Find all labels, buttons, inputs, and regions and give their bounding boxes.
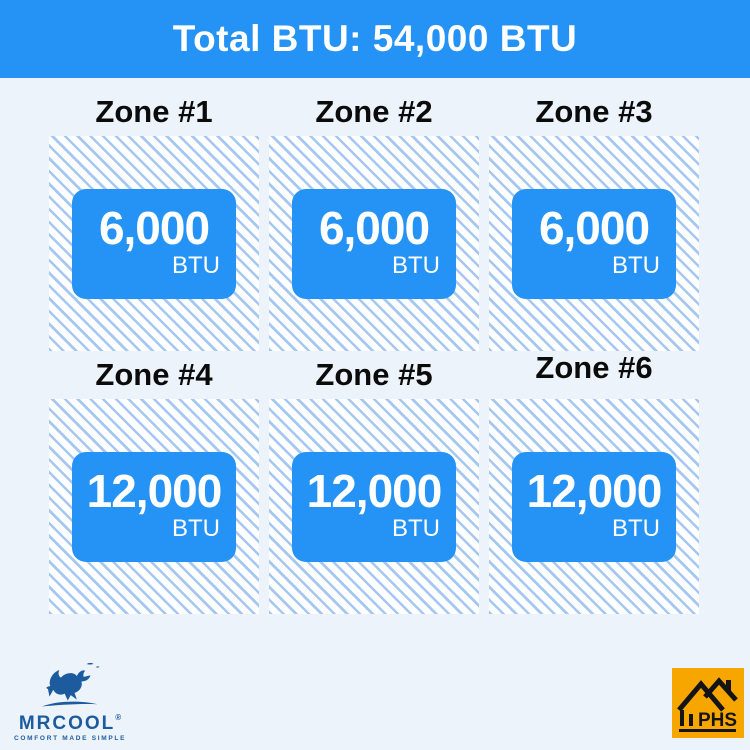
zone-title: Zone #1 [95, 94, 213, 129]
zone-hatch-area: 6,000 BTU [489, 136, 699, 351]
btu-card: 6,000 BTU [512, 188, 676, 299]
zone-hatch-area: 6,000 BTU [269, 136, 479, 351]
btu-value: 6,000 [98, 201, 210, 254]
total-btu-title: Total BTU: 54,000 BTU [172, 18, 578, 59]
registered-trademark: ® [115, 713, 122, 722]
btu-value: 12,000 [306, 464, 443, 517]
btu-card: 12,000 BTU [72, 451, 236, 562]
btu-card: 12,000 BTU [512, 451, 676, 562]
mrcool-wordmark-text: MRCOOL [18, 713, 116, 734]
mrcool-wordmark: MRCOOL® [14, 713, 126, 734]
zone-title: Zone #6 [535, 350, 653, 385]
zone-title: Zone #4 [95, 357, 213, 392]
zone-title: Zone #5 [315, 357, 433, 392]
zone-hatch-area: 12,000 BTU [489, 399, 699, 614]
btu-unit-label: BTU [392, 251, 440, 279]
zone-section-6: Zone #6 12,000 BTU [489, 350, 699, 614]
btu-card: 12,000 BTU [292, 451, 456, 562]
house-roof-icon: PHS [672, 668, 744, 742]
zones-grid: Zone #1 6,000 BTU Zone #2 6,000 BTU Zone… [49, 88, 699, 614]
btu-unit-label: BTU [392, 514, 440, 542]
zone-section-3: Zone #3 6,000 BTU [489, 88, 699, 351]
zone-section-1: Zone #1 6,000 BTU [49, 88, 259, 351]
btu-card: 6,000 BTU [72, 188, 236, 299]
btu-unit-label: BTU [612, 514, 660, 542]
zone-section-2: Zone #2 6,000 BTU [269, 88, 479, 351]
btu-value: 12,000 [526, 464, 663, 517]
phs-label: PHS [698, 710, 737, 731]
zone-title: Zone #3 [535, 94, 653, 129]
btu-value: 12,000 [86, 464, 223, 517]
btu-unit-label: BTU [612, 251, 660, 279]
zone-section-4: Zone #4 12,000 BTU [49, 351, 259, 614]
mrcool-logo: MRCOOL® COMFORT MADE SIMPLE [14, 658, 126, 742]
zone-section-5: Zone #5 12,000 BTU [269, 351, 479, 614]
zone-hatch-area: 12,000 BTU [49, 399, 259, 614]
btu-unit-label: BTU [172, 514, 220, 542]
zone-title: Zone #2 [315, 94, 433, 129]
polar-bear-icon [14, 658, 126, 714]
btu-unit-label: BTU [172, 251, 220, 279]
header-banner: Total BTU: 54,000 BTU [0, 0, 750, 78]
btu-card: 6,000 BTU [292, 188, 456, 299]
phs-logo: PHS [672, 668, 744, 738]
mrcool-tagline: COMFORT MADE SIMPLE [14, 735, 127, 742]
zone-hatch-area: 12,000 BTU [269, 399, 479, 614]
btu-value: 6,000 [318, 201, 430, 254]
btu-value: 6,000 [538, 201, 650, 254]
zone-hatch-area: 6,000 BTU [49, 136, 259, 351]
